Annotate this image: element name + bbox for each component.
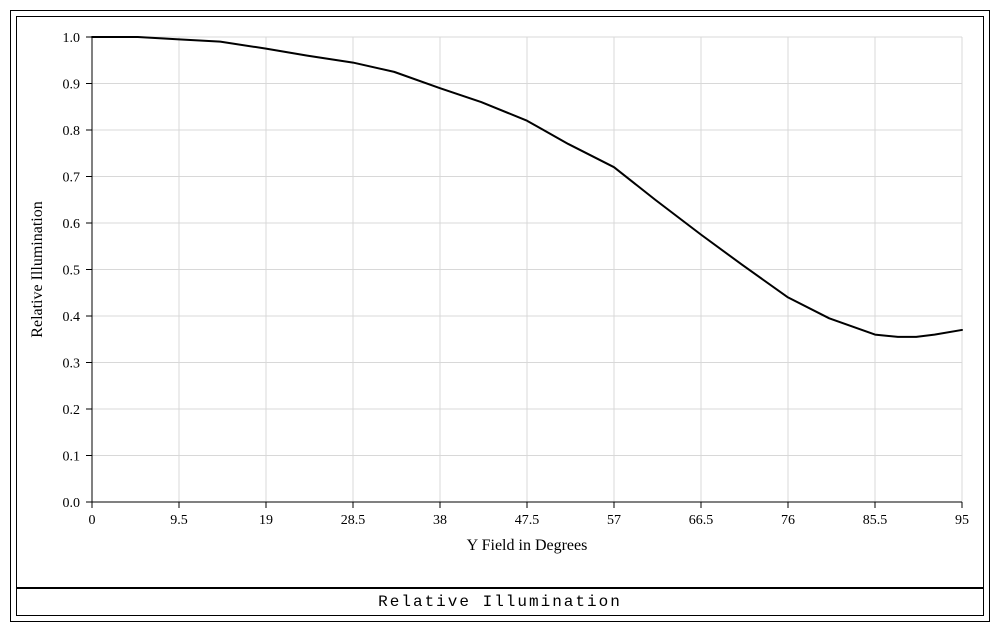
svg-text:Relative Illumination: Relative Illumination (29, 201, 46, 337)
svg-text:0.4: 0.4 (63, 310, 81, 325)
svg-text:38: 38 (433, 513, 447, 528)
svg-text:0.0: 0.0 (63, 496, 81, 511)
svg-text:95: 95 (955, 513, 969, 528)
svg-text:1.0: 1.0 (63, 31, 81, 46)
svg-text:0.3: 0.3 (63, 357, 81, 372)
svg-text:57: 57 (607, 513, 621, 528)
svg-text:85.5: 85.5 (863, 513, 888, 528)
svg-text:28.5: 28.5 (341, 513, 366, 528)
svg-text:0.9: 0.9 (63, 78, 81, 93)
svg-text:76: 76 (781, 513, 795, 528)
svg-text:0.7: 0.7 (63, 171, 81, 186)
outer-frame: 0 9.5 19 28.5 38 47.5 57 66.5 76 85.5 95 0.0 0.1 0.2 0… (10, 10, 990, 622)
svg-text:0.8: 0.8 (63, 124, 81, 139)
svg-text:0: 0 (89, 513, 96, 528)
svg-text:9.5: 9.5 (170, 513, 188, 528)
svg-text:0.1: 0.1 (63, 450, 81, 465)
svg-text:Y Field in Degrees: Y Field in Degrees (467, 537, 588, 554)
svg-text:66.5: 66.5 (689, 513, 714, 528)
svg-text:0.2: 0.2 (63, 403, 81, 418)
footer-title: Relative Illumination (378, 593, 622, 611)
line-chart: 0 9.5 19 28.5 38 47.5 57 66.5 76 85.5 95 0.0 0.1 0.2 0… (17, 17, 983, 585)
chart-panel: 0 9.5 19 28.5 38 47.5 57 66.5 76 85.5 95 0.0 0.1 0.2 0… (16, 16, 984, 588)
svg-text:0.5: 0.5 (63, 264, 81, 279)
footer-title-panel: Relative Illumination (16, 588, 984, 616)
svg-text:0.6: 0.6 (63, 217, 81, 232)
svg-text:19: 19 (259, 513, 273, 528)
svg-text:47.5: 47.5 (515, 513, 540, 528)
